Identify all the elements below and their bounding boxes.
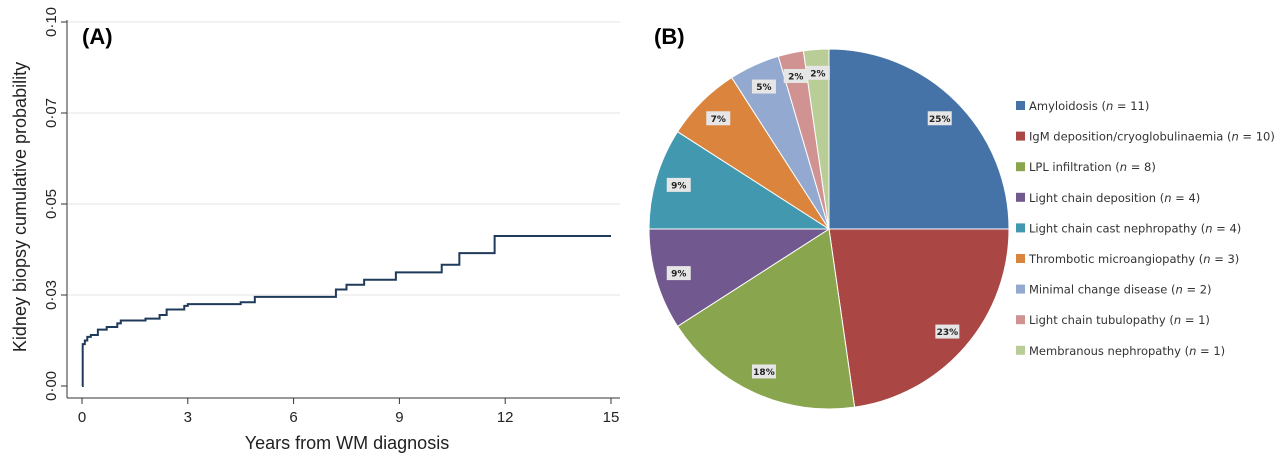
gridlines xyxy=(68,21,620,296)
x-tick-label: 9 xyxy=(395,409,403,426)
panel-b-label: (B) xyxy=(654,24,685,49)
slice-label-box xyxy=(935,324,960,339)
slice-label-group: 25% xyxy=(927,111,952,126)
slice-percent-label: 9% xyxy=(671,270,686,280)
slice-label-box xyxy=(666,266,691,281)
x-axis-ticks: 0 3 6 9 12 15 xyxy=(78,398,620,426)
legend-item: Light chain tubulopathy (n = 1) xyxy=(1016,313,1210,327)
legend-swatch xyxy=(1016,131,1025,141)
x-tick-label: 6 xyxy=(289,409,297,426)
slice-percent-label: 18% xyxy=(753,368,775,378)
slice-label-group: 2% xyxy=(783,68,808,83)
plot-area-background xyxy=(67,20,620,398)
y-tick-label: 0·00 xyxy=(43,371,60,401)
slice-label-box xyxy=(751,364,776,379)
y-axis-title: Kidney biopsy cumulative probability xyxy=(10,62,30,352)
cumulative-probability-step-line xyxy=(81,235,611,387)
legend-item: LPL infiltration (n = 8) xyxy=(1016,160,1156,174)
x-tick-label: 0 xyxy=(78,409,86,426)
slice-percent-label: 2% xyxy=(788,72,803,82)
legend-item: Light chain deposition (n = 4) xyxy=(1016,191,1200,205)
slice-label-group: 5% xyxy=(751,79,776,94)
slice-percent-label: 5% xyxy=(756,83,771,93)
slice-label-group: 9% xyxy=(666,177,691,192)
slice-percent-label: 2% xyxy=(810,69,825,79)
legend-item: Amyloidosis (n = 11) xyxy=(1016,99,1149,113)
x-tick-label: 3 xyxy=(184,409,192,426)
legend-swatch xyxy=(1016,192,1025,202)
legend-swatch xyxy=(1016,101,1025,110)
slice-label-group: 9% xyxy=(666,266,691,281)
legend-swatch xyxy=(1016,315,1025,325)
legend-swatch xyxy=(1016,162,1025,172)
pie-slice xyxy=(828,48,1010,230)
slice-label-group: 18% xyxy=(751,364,776,379)
slice-label-box xyxy=(666,177,691,192)
panel-a-label: (A) xyxy=(82,24,113,49)
slice-label-box xyxy=(805,65,830,80)
legend-label: Membranous nephropathy (n = 1) xyxy=(1029,344,1225,358)
slice-label-box xyxy=(706,111,731,126)
pie-slice xyxy=(648,130,831,230)
y-tick-label: 0·10 xyxy=(43,7,60,37)
legend-label: Light chain cast nephropathy (n = 4) xyxy=(1029,221,1241,235)
pie-legend: Amyloidosis (n = 11) IgM deposition/cryog… xyxy=(1016,99,1275,358)
legend-item: Light chain cast nephropathy (n = 4) xyxy=(1016,221,1241,235)
slice-label-box xyxy=(751,79,776,94)
pie-slice xyxy=(802,48,830,230)
slice-label-box xyxy=(927,111,952,126)
axes xyxy=(66,20,620,399)
panel-a-kaplan-meier-chart: 0 3 6 9 12 15 0·00 0·03 0·05 0·07 0·10 (A) Years … xyxy=(10,7,620,453)
slice-percent-label: 9% xyxy=(671,181,686,191)
legend-label: Amyloidosis (n = 11) xyxy=(1029,99,1149,113)
pie-slice xyxy=(676,228,856,410)
legend-item: IgM deposition/cryoglobulinaemia (n = 10… xyxy=(1016,130,1275,144)
y-tick-label: 0·05 xyxy=(43,189,60,219)
slice-percent-label: 23% xyxy=(937,328,959,338)
slice-label-group: 7% xyxy=(706,111,731,126)
legend-label: Light chain tubulopathy (n = 1) xyxy=(1029,313,1210,327)
slice-label-group: 23% xyxy=(935,324,960,339)
y-tick-label: 0·03 xyxy=(43,280,60,310)
legend-label: LPL infiltration (n = 8) xyxy=(1029,160,1156,174)
y-tick-label: 0·07 xyxy=(43,98,60,128)
legend-label: IgM deposition/cryoglobulinaemia (n = 10… xyxy=(1029,130,1275,144)
slice-percent-label: 7% xyxy=(711,115,726,125)
x-tick-label: 12 xyxy=(497,409,514,426)
panel-b-pie-chart: (B) 25% 23% 18% 9% 9% 7% 5% 2% 2% Amyloidosis (n… xyxy=(648,24,1275,410)
legend-swatch xyxy=(1016,223,1025,233)
legend-swatch xyxy=(1016,284,1025,294)
slice-label-group: 2% xyxy=(805,65,830,80)
slice-label-box xyxy=(783,68,808,83)
pie-slice-labels: 25% 23% 18% 9% 9% 7% 5% 2% 2% xyxy=(666,65,960,379)
x-tick-label: 15 xyxy=(603,409,620,426)
pie-slice xyxy=(828,228,1010,408)
y-axis-ticks: 0·00 0·03 0·05 0·07 0·10 xyxy=(43,7,67,401)
legend-label: Thrombotic microangiopathy (n = 3) xyxy=(1028,252,1239,266)
slice-percent-label: 25% xyxy=(929,115,951,125)
legend-item: Minimal change disease (n = 2) xyxy=(1016,283,1212,297)
pie-slices xyxy=(648,48,1010,410)
pie-slice xyxy=(648,228,831,328)
legend-label: Minimal change disease (n = 2) xyxy=(1029,283,1212,297)
legend-item: Membranous nephropathy (n = 1) xyxy=(1016,344,1225,358)
legend-label: Light chain deposition (n = 4) xyxy=(1029,191,1200,205)
legend-swatch xyxy=(1016,345,1025,355)
x-axis-title: Years from WM diagnosis xyxy=(245,433,449,453)
legend-swatch xyxy=(1016,254,1025,263)
legend-item: Thrombotic microangiopathy (n = 3) xyxy=(1016,252,1239,266)
